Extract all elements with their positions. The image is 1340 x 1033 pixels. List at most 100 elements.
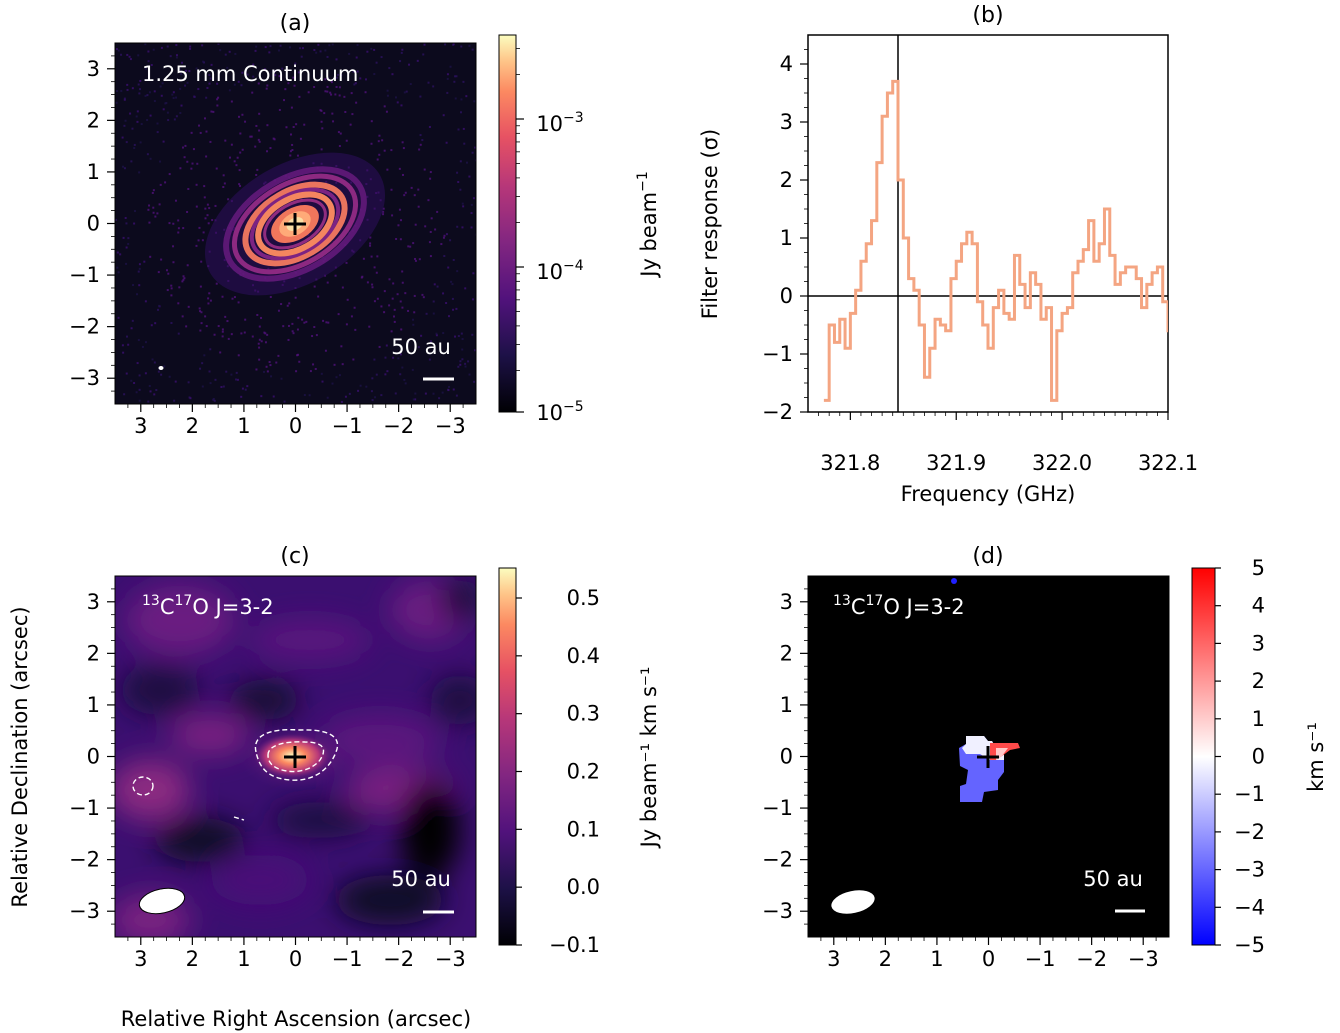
noise-pixel	[222, 174, 225, 177]
noise-pixel	[455, 307, 458, 310]
xtick-label: 2	[186, 947, 199, 971]
noise-pixel	[166, 289, 169, 292]
noise-pixel	[289, 150, 292, 153]
noise-pixel	[376, 158, 379, 161]
noise-pixel	[385, 344, 388, 347]
noise-pixel	[355, 56, 358, 59]
noise-pixel	[159, 85, 162, 88]
noise-pixel	[254, 49, 257, 52]
noise-pixel	[157, 271, 160, 274]
noise-pixel	[186, 210, 189, 213]
xtick-label: −1	[1025, 947, 1056, 971]
noise-pixel	[445, 302, 448, 305]
noise-pixel	[377, 140, 380, 143]
ytick-label: −1	[69, 796, 100, 820]
noise-pixel	[182, 278, 185, 281]
panel-b-title: (b)	[972, 3, 1003, 28]
noise-pixel	[371, 283, 374, 286]
noise-pixel	[237, 354, 240, 357]
noise-pixel	[399, 238, 402, 241]
noise-pixel	[335, 76, 338, 79]
noise-pixel	[160, 258, 163, 261]
noise-pixel	[125, 372, 128, 375]
noise-pixel	[129, 112, 132, 115]
noise-pixel	[319, 50, 322, 53]
noise-pixel	[126, 53, 129, 56]
noise-pixel	[465, 161, 468, 164]
noise-pixel	[144, 372, 147, 375]
noise-pixel	[412, 242, 415, 245]
noise-pixel	[399, 353, 402, 356]
noise-pixel	[270, 375, 273, 378]
noise-pixel	[170, 321, 173, 324]
noise-pixel	[230, 100, 233, 103]
panel-d-colorbar: 5 4 3 2 1 0 −1 −2 −3 −4 −5 km s⁻¹	[1191, 556, 1328, 957]
ytick-label: 1	[87, 693, 100, 717]
cb-d-tick-label: 4	[1252, 594, 1265, 618]
filter-response-line	[823, 79, 1168, 402]
noise-pixel	[324, 78, 327, 81]
noise-pixel	[400, 104, 403, 107]
noise-pixel	[205, 325, 208, 328]
noise-pixel	[457, 128, 460, 131]
noise-pixel	[412, 398, 415, 401]
noise-pixel	[352, 358, 355, 361]
noise-pixel	[418, 258, 421, 261]
noise-pixel	[239, 132, 242, 135]
noise-pixel	[241, 113, 244, 116]
noise-pixel	[456, 171, 459, 174]
cb-d-tick-label: 3	[1252, 631, 1265, 655]
noise-pixel	[240, 332, 243, 335]
noise-pixel	[451, 283, 454, 286]
noise-pixel	[292, 76, 295, 79]
noise-pixel	[338, 145, 341, 148]
noise-pixel	[315, 334, 318, 337]
cb-d-tick-label: −1	[1234, 782, 1265, 806]
noise-pixel	[419, 95, 422, 98]
noise-pixel	[428, 125, 431, 128]
noise-pixel	[257, 342, 260, 345]
noise-pixel	[228, 156, 231, 159]
noise-pixel	[280, 377, 283, 380]
noise-pixel	[345, 139, 348, 142]
noise-pixel	[370, 47, 373, 50]
noise-pixel	[446, 77, 449, 80]
noise-pixel	[298, 360, 301, 363]
noise-pixel	[464, 287, 467, 290]
noise-pixel	[414, 392, 417, 395]
noise-pixel	[189, 45, 192, 48]
noise-pixel	[428, 358, 431, 361]
noise-pixel	[173, 399, 176, 402]
panel-c-annotation: 13C17O J=3-2	[142, 593, 274, 619]
noise-pixel	[222, 185, 225, 188]
noise-pixel	[416, 59, 419, 62]
noise-pixel	[189, 47, 192, 50]
noise-pixel	[401, 141, 404, 144]
noise-pixel	[158, 203, 161, 206]
noise-pixel	[454, 75, 457, 78]
ytick-label: 3	[780, 590, 793, 614]
noise-pixel	[354, 82, 357, 85]
noise-pixel	[465, 95, 468, 98]
xtick-label: 3	[134, 947, 147, 971]
noise-pixel	[453, 80, 456, 83]
noise-pixel	[325, 321, 328, 324]
noise-pixel	[166, 45, 169, 48]
noise-pixel	[390, 330, 393, 333]
noise-pixel	[122, 165, 125, 168]
noise-pixel	[452, 308, 455, 311]
cb-c-tick-label: 0.0	[567, 875, 600, 899]
noise-pixel	[179, 112, 182, 115]
noise-pixel	[430, 217, 433, 220]
noise-pixel	[291, 143, 294, 146]
noise-pixel	[211, 219, 214, 222]
noise-pixel	[132, 284, 135, 287]
noise-pixel	[177, 302, 180, 305]
noise-pixel	[126, 335, 129, 338]
noise-pixel	[224, 315, 227, 318]
noise-pixel	[258, 358, 261, 361]
noise-pixel	[471, 298, 474, 301]
noise-pixel	[297, 71, 300, 74]
noise-pixel	[457, 335, 460, 338]
